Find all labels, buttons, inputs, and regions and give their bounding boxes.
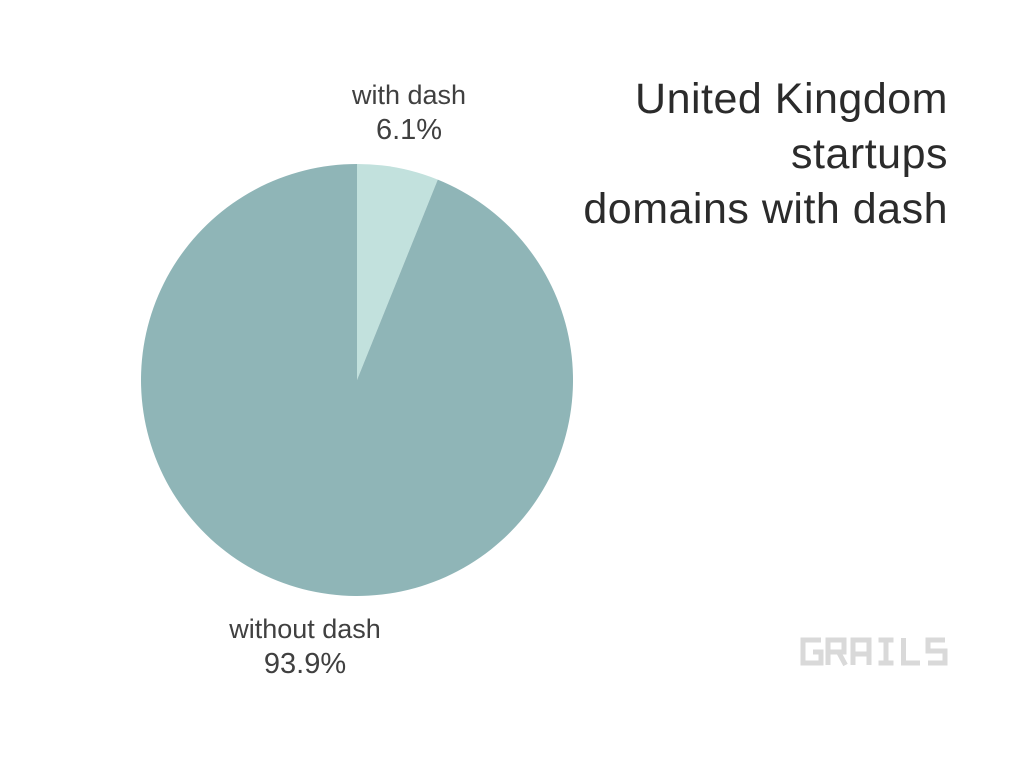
slice-label-with-dash: with dash 6.1% [352, 78, 466, 148]
logo-letter-A [850, 637, 872, 665]
chart-title: United Kingdom startups domains with das… [583, 72, 948, 237]
pie-slice-without-dash [141, 164, 574, 596]
chart-title-line-2: startups [791, 130, 948, 178]
grails-logo: GRAILS [799, 636, 949, 667]
slice-label-value: 6.1% [375, 114, 443, 146]
chart-title-line-3: domains with dash [583, 185, 948, 233]
logo-letter-L [901, 638, 920, 666]
slice-label-name: with dash [351, 80, 467, 110]
slice-label-without-dash: without dash 93.9% [229, 612, 381, 682]
logo-letter-I [878, 637, 894, 666]
logo-letter-S [925, 637, 948, 666]
pie-slice-with-dash [357, 164, 438, 380]
grails-logo-glyphs [800, 637, 948, 667]
logo-letter-R [825, 637, 848, 667]
slice-label-value: 93.9% [263, 648, 347, 680]
logo-letter-G [800, 637, 824, 666]
slice-label-name: without dash [229, 614, 381, 644]
chart-title-line-1: United Kingdom [635, 75, 948, 123]
